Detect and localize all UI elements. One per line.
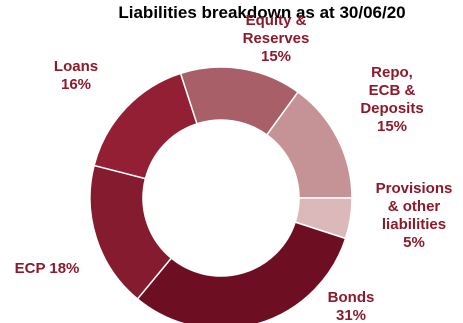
- label-ecp: ECP 18%: [15, 260, 80, 277]
- label-provisions-other-liabilities: Provisions & other liabilities 5%: [376, 180, 453, 251]
- donut-slices: [89, 66, 353, 323]
- slice-labels: Equity & Reserves 15% Repo, ECB & Deposits 15%…: [15, 12, 453, 323]
- label-loans: Loans 16%: [54, 58, 98, 93]
- slice-loans: [93, 72, 198, 180]
- label-bonds: Bonds 31%: [328, 289, 375, 323]
- chart-title: Liabilities breakdown as at 30/06/20: [118, 3, 405, 22]
- label-repo-ecb-deposits: Repo, ECB & Deposits 15%: [360, 64, 423, 135]
- label-equity-reserves: Equity & Reserves 15%: [243, 12, 310, 65]
- slice-bonds: [136, 221, 347, 323]
